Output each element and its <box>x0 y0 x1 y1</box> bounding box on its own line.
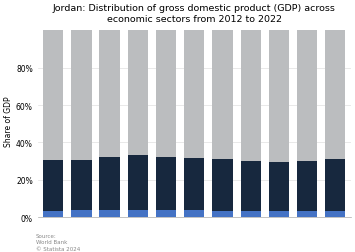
Bar <box>325 159 345 211</box>
Bar <box>325 211 345 217</box>
Bar <box>212 160 233 211</box>
Bar <box>297 161 317 211</box>
Y-axis label: Share of GDP: Share of GDP <box>4 96 13 147</box>
Bar <box>241 161 261 211</box>
Bar <box>241 211 261 217</box>
Bar <box>325 31 345 159</box>
Bar <box>212 31 233 160</box>
Bar <box>184 31 204 159</box>
Bar <box>156 157 176 210</box>
Text: Source:
World Bank
© Statista 2024: Source: World Bank © Statista 2024 <box>36 233 80 251</box>
Bar <box>71 161 92 211</box>
Bar <box>184 211 204 217</box>
Bar <box>43 160 63 211</box>
Bar <box>212 211 233 217</box>
Bar <box>156 31 176 157</box>
Title: Jordan: Distribution of gross domestic product (GDP) across economic sectors fro: Jordan: Distribution of gross domestic p… <box>53 4 336 23</box>
Bar <box>71 31 92 161</box>
Bar <box>43 211 63 217</box>
Bar <box>269 212 289 217</box>
Bar <box>99 31 120 157</box>
Bar <box>128 210 148 217</box>
Bar <box>128 156 148 210</box>
Bar <box>128 31 148 156</box>
Bar <box>241 31 261 161</box>
Bar <box>156 210 176 217</box>
Bar <box>43 31 63 160</box>
Bar <box>99 157 120 210</box>
Bar <box>269 31 289 162</box>
Bar <box>297 211 317 217</box>
Bar <box>71 211 92 217</box>
Bar <box>297 31 317 161</box>
Bar <box>184 159 204 211</box>
Bar <box>99 210 120 217</box>
Bar <box>269 162 289 212</box>
